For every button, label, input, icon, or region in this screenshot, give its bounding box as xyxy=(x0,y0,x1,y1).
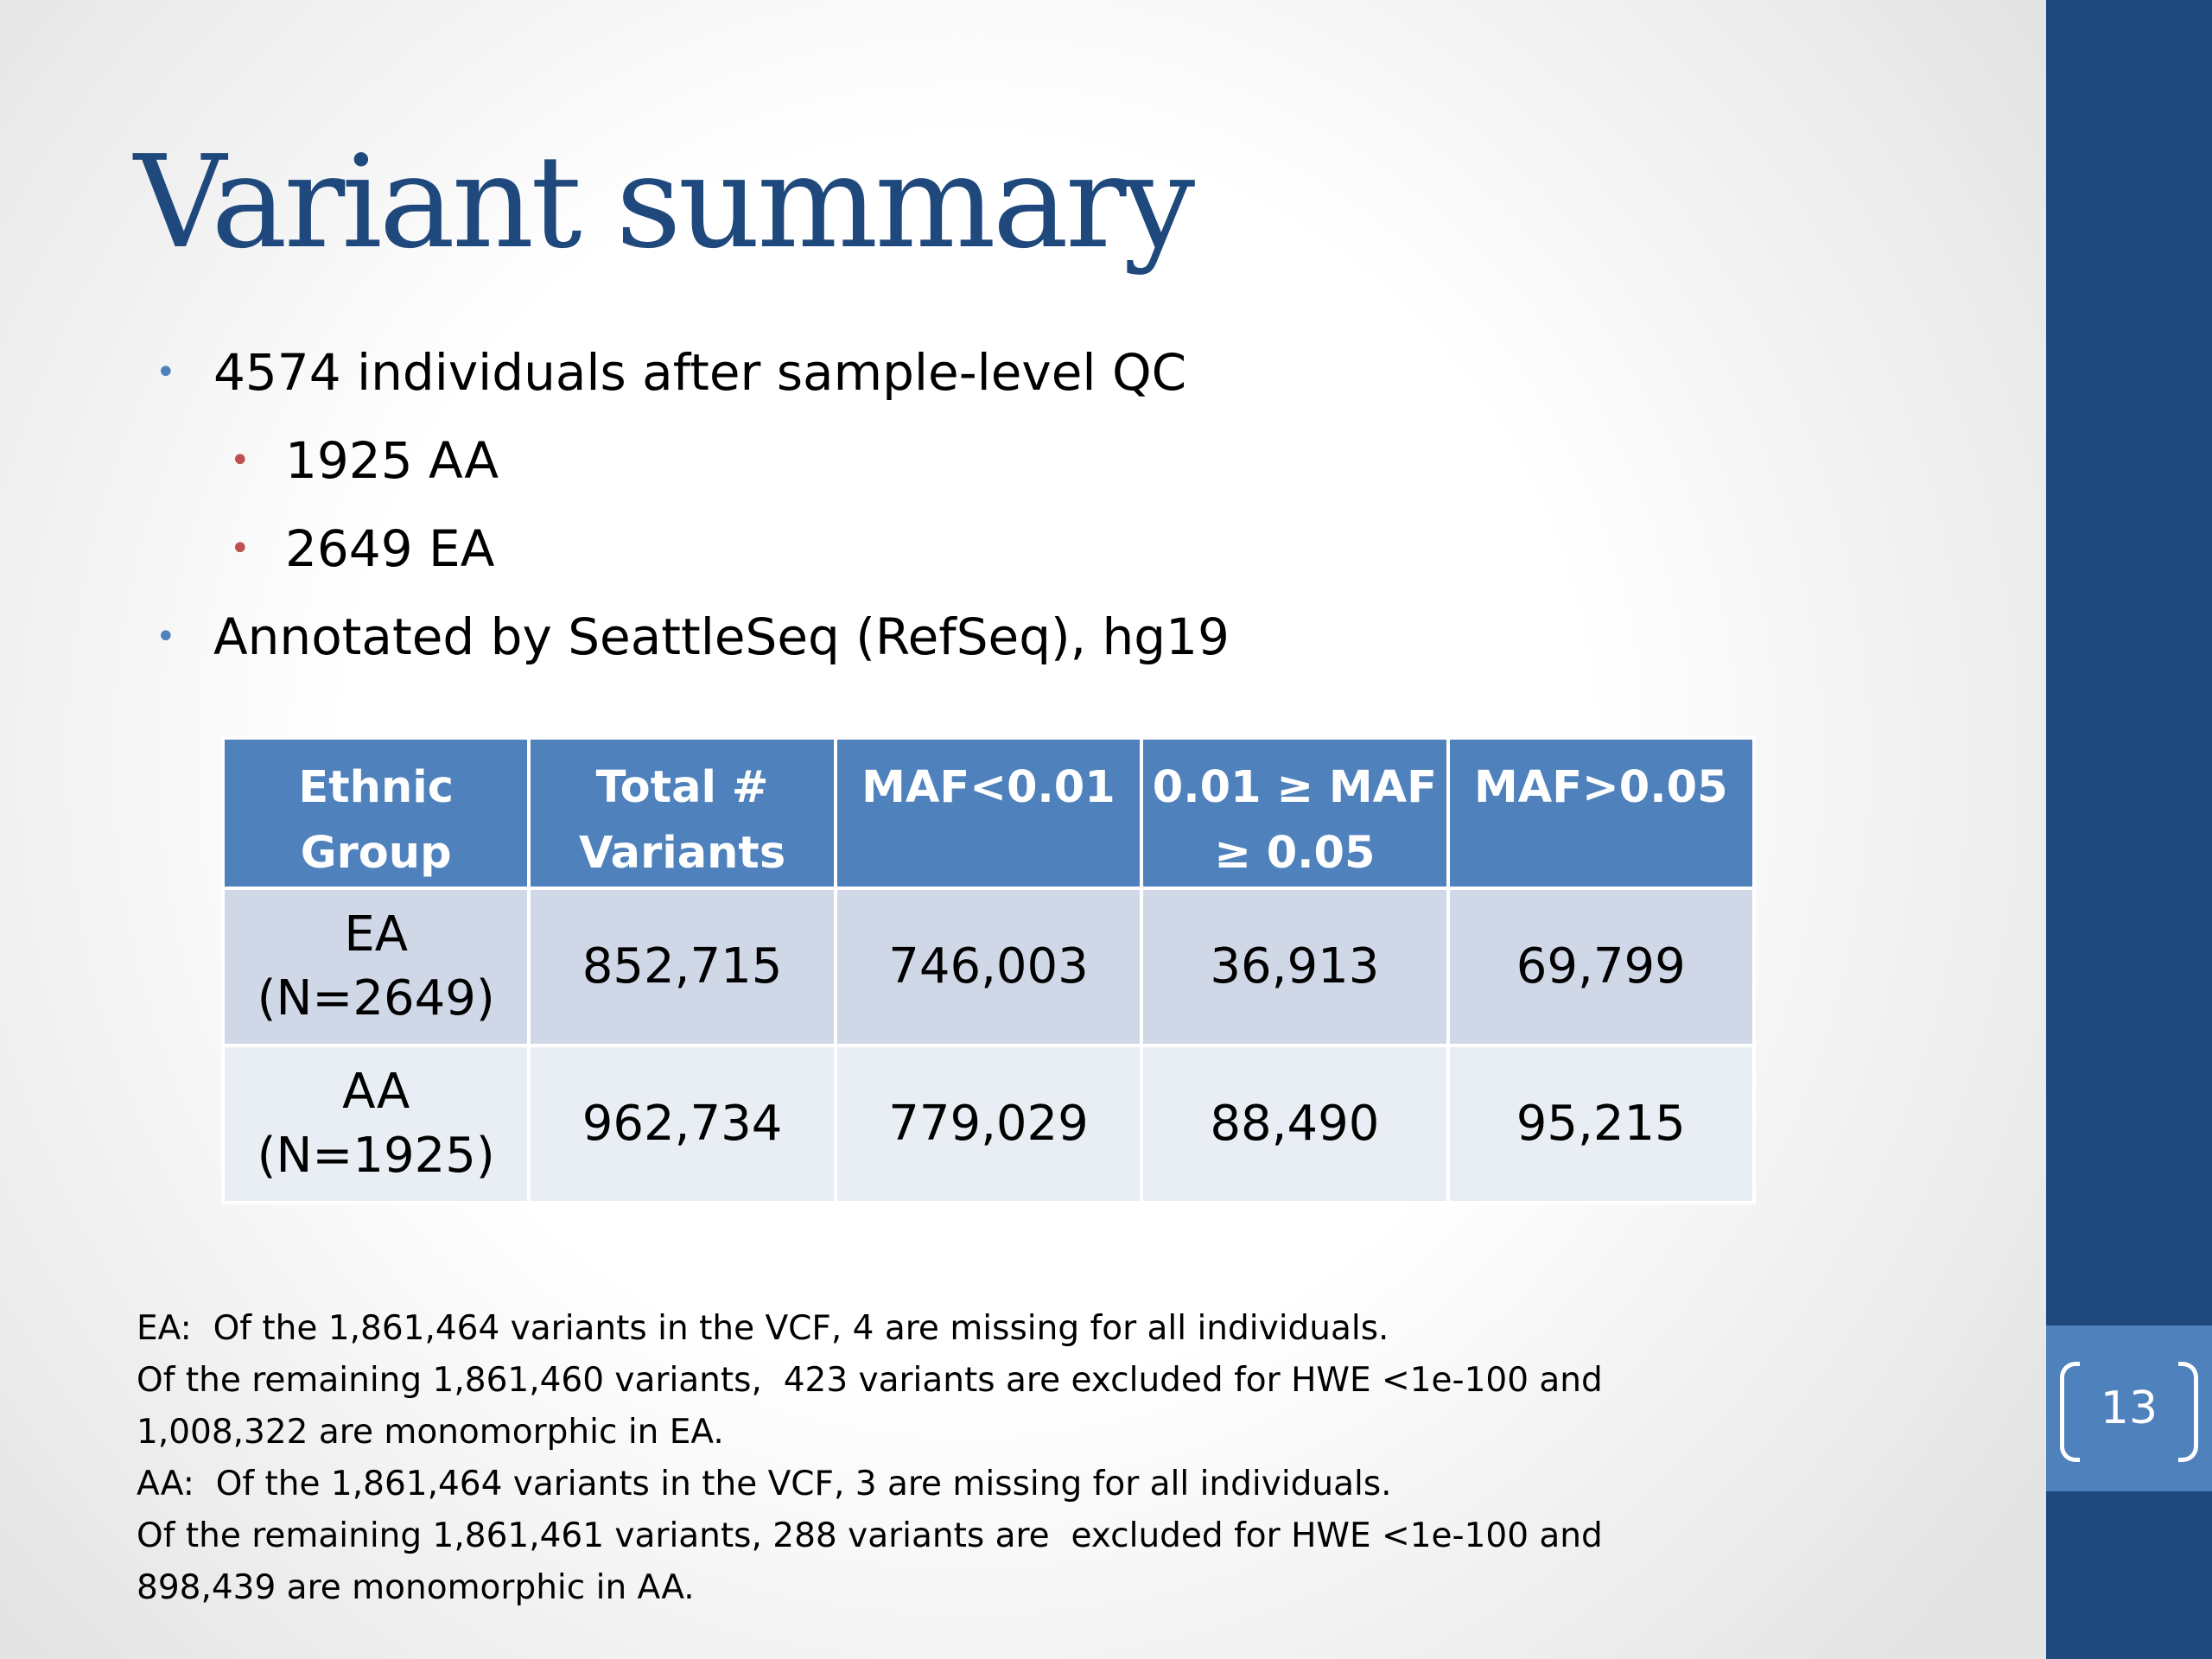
bullet-item: • 4574 individuals after sample-level QC xyxy=(156,328,1230,416)
sub-bullet-item: • 2649 EA xyxy=(156,505,1230,593)
bracket-left-icon xyxy=(2060,1362,2080,1462)
footnotes: EA: Of the 1,861,464 variants in the VCF… xyxy=(137,1303,1603,1614)
cell-maf-mid: 88,490 xyxy=(1140,1044,1450,1205)
header-maf-low: MAF<0.01 xyxy=(833,736,1144,890)
bullet-dot-icon: • xyxy=(156,353,176,392)
header-line: Group xyxy=(300,828,452,879)
bullet-text: Annotated by SeattleSeq (RefSeq), hg19 xyxy=(213,607,1230,666)
bullet-item: • Annotated by SeattleSeq (RefSeq), hg19 xyxy=(156,593,1230,681)
footnote-line: Of the remaining 1,861,461 variants, 288… xyxy=(137,1516,1603,1555)
cell-total-variants: 962,734 xyxy=(527,1044,837,1205)
bullet-text: 2649 EA xyxy=(285,519,495,578)
cell-ethnic-group: AA (N=1925) xyxy=(220,1044,531,1205)
bullet-dot-icon: • xyxy=(156,617,176,657)
sub-bullet-dot-icon: • xyxy=(230,529,251,569)
header-ethnic-group: Ethnic Group xyxy=(220,736,531,890)
slide-title: Variant summary xyxy=(134,128,1195,276)
table-row: AA (N=1925) 962,734 779,029 88,490 95,21… xyxy=(220,1044,1757,1205)
cell-maf-low: 779,029 xyxy=(833,1044,1144,1205)
table-row: EA (N=2649) 852,715 746,003 36,913 69,79… xyxy=(220,887,1757,1047)
footnote-line: EA: Of the 1,861,464 variants in the VCF… xyxy=(137,1309,1389,1348)
bullet-text: 4574 individuals after sample-level QC xyxy=(213,343,1187,402)
header-total-variants: Total # Variants xyxy=(527,736,837,890)
footnote-line: AA: Of the 1,861,464 variants in the VCF… xyxy=(137,1465,1392,1503)
bullet-text: 1925 AA xyxy=(285,431,499,490)
table-header-row: Ethnic Group Total # Variants MAF<0.01 0… xyxy=(220,736,1757,890)
header-maf-high: MAF>0.05 xyxy=(1446,736,1757,890)
cell-maf-low: 746,003 xyxy=(833,887,1144,1047)
slide: Variant summary • 4574 individuals after… xyxy=(134,128,1757,1614)
header-line: MAF<0.01 xyxy=(861,762,1116,813)
group-label: EA xyxy=(344,906,409,963)
header-maf-mid: 0.01 ≥ MAF ≥ 0.05 xyxy=(1140,736,1450,890)
header-line: Variants xyxy=(578,828,786,879)
sub-bullet-item: • 1925 AA xyxy=(156,416,1230,505)
header-line: Ethnic xyxy=(298,762,454,813)
header-line: ≥ 0.05 xyxy=(1214,828,1376,879)
cell-total-variants: 852,715 xyxy=(527,887,837,1047)
header-line: 0.01 ≥ MAF xyxy=(1152,762,1437,813)
page-number-box: 13 xyxy=(2046,1325,2212,1491)
cell-maf-high: 95,215 xyxy=(1446,1044,1757,1205)
cell-maf-mid: 36,913 xyxy=(1140,887,1450,1047)
bracket-right-icon xyxy=(2178,1362,2198,1462)
header-line: MAF>0.05 xyxy=(1473,762,1728,813)
page-number: 13 xyxy=(2100,1382,2158,1434)
bullet-list: • 4574 individuals after sample-level QC… xyxy=(156,328,1230,681)
sub-bullet-dot-icon: • xyxy=(230,441,251,480)
cell-maf-high: 69,799 xyxy=(1446,887,1757,1047)
variant-summary-table: Ethnic Group Total # Variants MAF<0.01 0… xyxy=(220,736,1757,1205)
footnote-line: 898,439 are monomorphic in AA. xyxy=(137,1568,695,1607)
footnote-line: Of the remaining 1,861,460 variants, 423… xyxy=(137,1361,1603,1400)
header-line: Total # xyxy=(595,762,769,813)
group-count: (N=1925) xyxy=(257,1128,495,1184)
group-label: AA xyxy=(342,1064,410,1120)
footnote-line: 1,008,322 are monomorphic in EA. xyxy=(137,1413,724,1452)
cell-ethnic-group: EA (N=2649) xyxy=(220,887,531,1047)
group-count: (N=2649) xyxy=(257,970,495,1027)
